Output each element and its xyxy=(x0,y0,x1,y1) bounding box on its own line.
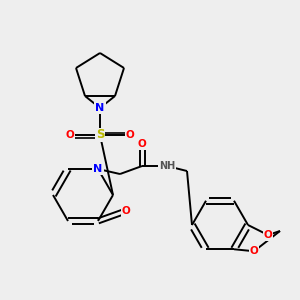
Text: O: O xyxy=(138,139,146,149)
Text: NH: NH xyxy=(159,161,175,171)
Text: O: O xyxy=(66,130,74,140)
Text: O: O xyxy=(122,206,130,216)
Text: O: O xyxy=(264,230,272,240)
Text: N: N xyxy=(95,103,105,113)
Text: S: S xyxy=(96,128,104,142)
Text: O: O xyxy=(126,130,134,140)
Text: N: N xyxy=(93,164,103,174)
Text: O: O xyxy=(250,246,258,256)
